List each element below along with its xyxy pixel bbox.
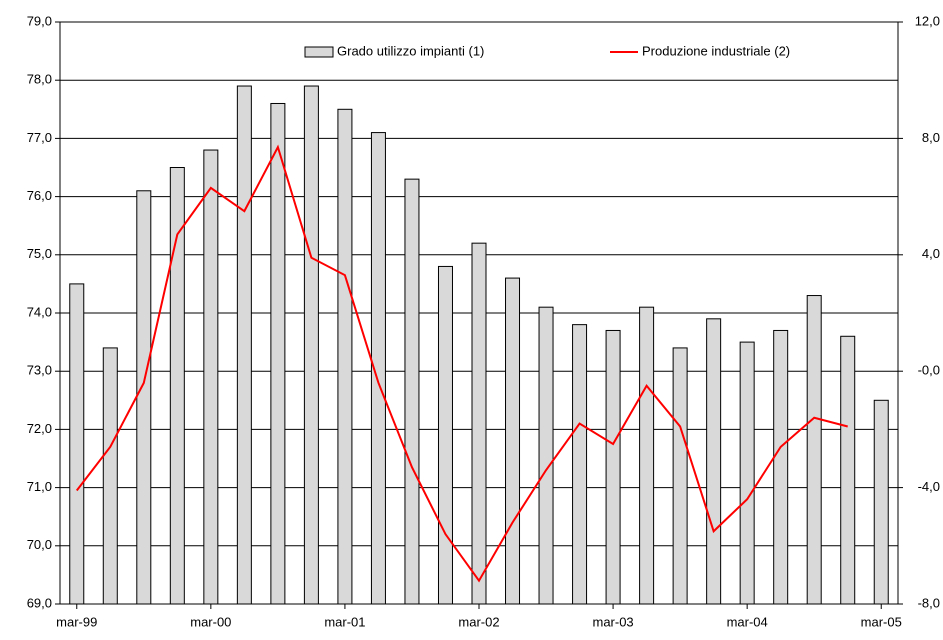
- bar: [102, 347, 118, 605]
- line: [75, 144, 848, 583]
- bar: [505, 277, 521, 605]
- bar: [471, 242, 487, 605]
- y-tick-label: 73,0: [27, 363, 52, 378]
- bar: [538, 306, 554, 605]
- x-tick-label: mar-99: [56, 614, 97, 629]
- x-tick-label: mar-04: [727, 614, 768, 629]
- bar: [404, 178, 420, 605]
- y2-tick-label: 4,0: [922, 246, 940, 261]
- x-tick-label: mar-02: [458, 614, 499, 629]
- y-tick-label: 74,0: [27, 304, 52, 319]
- bar: [739, 341, 755, 605]
- y2-tick-label: -4,0: [918, 479, 940, 494]
- x-tick-label: mar-03: [592, 614, 633, 629]
- legend-label: Grado utilizzo impianti (1): [337, 43, 484, 58]
- y-tick-label: 69,0: [27, 595, 52, 610]
- bar: [69, 283, 85, 605]
- legend-label: Produzione industriale (2): [642, 43, 790, 58]
- y2-tick-label: 12,0: [915, 13, 940, 28]
- y-tick-label: 75,0: [27, 246, 52, 261]
- y-tick-label: 77,0: [27, 130, 52, 145]
- bar: [806, 295, 822, 605]
- bar: [572, 324, 588, 605]
- x-tick-label: mar-01: [324, 614, 365, 629]
- bar: [840, 335, 856, 605]
- bar: [706, 318, 722, 605]
- bar: [303, 85, 319, 605]
- bar: [605, 329, 621, 605]
- y-tick-label: 79,0: [27, 13, 52, 28]
- bar: [136, 190, 152, 605]
- y-tick-label: 71,0: [27, 479, 52, 494]
- y2-tick-label: 8,0: [922, 130, 940, 145]
- y-tick-label: 78,0: [27, 72, 52, 87]
- bar: [672, 347, 688, 605]
- bar: [337, 108, 353, 605]
- y-tick-label: 76,0: [27, 188, 52, 203]
- x-tick-label: mar-05: [861, 614, 902, 629]
- bar: [169, 167, 185, 605]
- y2-tick-label: -0,0: [918, 363, 940, 378]
- bar: [437, 265, 453, 605]
- y-tick-label: 72,0: [27, 421, 52, 436]
- bar: [873, 399, 889, 605]
- y-tick-label: 70,0: [27, 537, 52, 552]
- y2-tick-label: -8,0: [918, 595, 940, 610]
- bar: [773, 329, 789, 605]
- bar: [639, 306, 655, 605]
- bar: [270, 102, 286, 605]
- bar: [370, 132, 386, 605]
- legend-swatch: [304, 46, 334, 58]
- bar: [203, 149, 219, 605]
- x-tick-label: mar-00: [190, 614, 231, 629]
- bar: [236, 85, 252, 605]
